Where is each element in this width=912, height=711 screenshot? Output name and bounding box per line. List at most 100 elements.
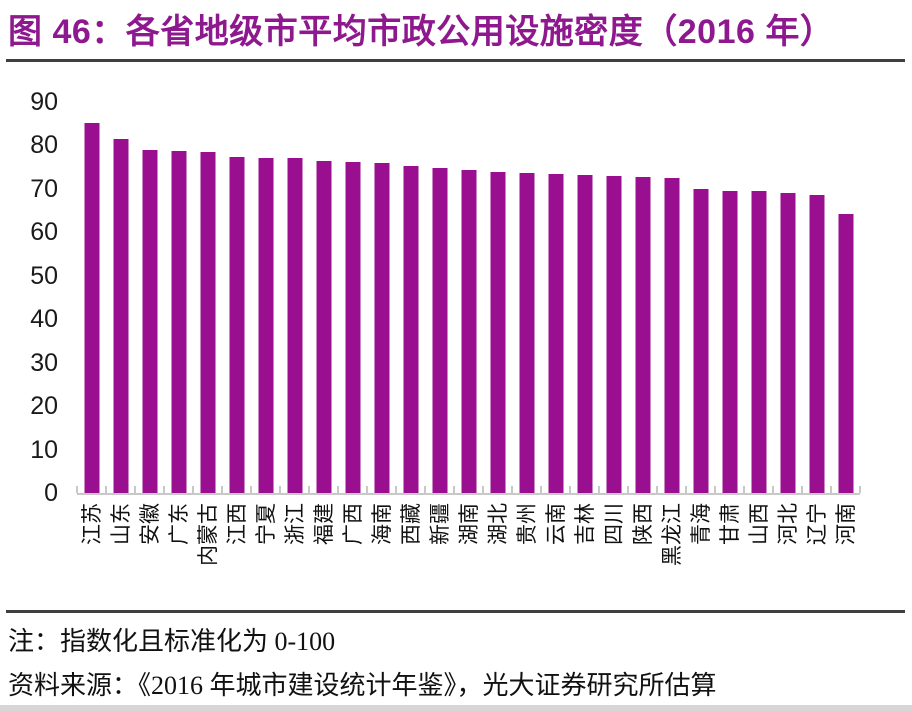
bar [84, 123, 99, 493]
axis-tick [540, 486, 542, 493]
x-label-slot: 内蒙古 [193, 503, 222, 605]
x-category-label: 安徽 [137, 503, 162, 545]
axis-tick [337, 486, 339, 493]
axis-tick [714, 486, 716, 493]
bar-series [77, 102, 860, 493]
x-label-slot: 湖北 [483, 503, 512, 605]
axis-tick [482, 486, 484, 493]
y-tick-label: 20 [30, 392, 58, 421]
x-label-slot: 河南 [831, 503, 860, 605]
plot-area [76, 102, 861, 495]
x-category-label: 内蒙古 [195, 503, 220, 566]
x-axis-ticks [76, 485, 861, 493]
bar-slot [657, 102, 686, 493]
bar-slot [831, 102, 860, 493]
y-tick-label: 50 [30, 261, 58, 290]
axis-tick [511, 486, 513, 493]
axis-tick [859, 486, 861, 493]
axis-tick [656, 486, 658, 493]
axis-tick [453, 486, 455, 493]
chart-note: 注：指数化且标准化为 0-100 [8, 627, 336, 656]
y-tick-label: 80 [30, 131, 58, 160]
x-category-label: 河北 [775, 503, 800, 545]
bar-slot [570, 102, 599, 493]
bar [403, 166, 418, 493]
x-label-slot: 广西 [338, 503, 367, 605]
x-label-slot: 湖南 [454, 503, 483, 605]
notes-divider-line [6, 610, 905, 613]
x-label-slot: 海南 [367, 503, 396, 605]
x-label-slot: 黑龙江 [657, 503, 686, 605]
bar [664, 178, 679, 493]
x-label-slot: 河北 [773, 503, 802, 605]
bar-slot [251, 102, 280, 493]
axis-tick [627, 486, 629, 493]
x-category-label: 吉林 [572, 503, 597, 545]
x-category-label: 湖北 [485, 503, 510, 545]
x-category-label: 湖南 [456, 503, 481, 545]
x-category-label: 海南 [369, 503, 394, 545]
axis-tick [569, 486, 571, 493]
x-category-label: 甘肃 [717, 503, 742, 545]
axis-tick [772, 486, 774, 493]
bar-slot [338, 102, 367, 493]
axis-tick [598, 486, 600, 493]
bar [809, 195, 824, 493]
x-label-slot: 陕西 [628, 503, 657, 605]
x-category-label: 云南 [543, 503, 568, 545]
bar [432, 168, 447, 493]
bar-slot [367, 102, 396, 493]
x-category-label: 贵州 [514, 503, 539, 545]
bar-slot [193, 102, 222, 493]
axis-tick [424, 486, 426, 493]
bar-slot [222, 102, 251, 493]
x-label-slot: 云南 [541, 503, 570, 605]
x-axis-labels: 江苏 山东 安徽 广东 内蒙古 江西 宁夏 浙江 福建 广西 海南 西藏 新疆 湖南 湖北 贵州 云南 吉林 四川陕… [77, 503, 860, 605]
x-category-label: 新疆 [427, 503, 452, 545]
axis-tick [830, 486, 832, 493]
bar [316, 161, 331, 493]
bar-slot [77, 102, 106, 493]
axis-tick [366, 486, 368, 493]
axis-tick [192, 486, 194, 493]
x-label-slot: 四川 [599, 503, 628, 605]
axis-tick [250, 486, 252, 493]
bar-slot [309, 102, 338, 493]
y-tick-label: 70 [30, 174, 58, 203]
bar [142, 150, 157, 493]
bar [751, 191, 766, 493]
bar [229, 157, 244, 493]
axis-tick [163, 486, 165, 493]
x-category-label: 广东 [166, 503, 191, 545]
bar [200, 152, 215, 493]
y-tick-label: 40 [30, 305, 58, 334]
x-label-slot: 山东 [106, 503, 135, 605]
x-category-label: 辽宁 [804, 503, 829, 545]
x-label-slot: 吉林 [570, 503, 599, 605]
y-axis: 0 10 20 30 40 50 60 70 80 90 [0, 0, 64, 620]
bar [606, 176, 621, 493]
bar [345, 162, 360, 493]
bar-slot [135, 102, 164, 493]
bar [113, 139, 128, 493]
bar-slot [744, 102, 773, 493]
bar-slot [454, 102, 483, 493]
x-label-slot: 辽宁 [802, 503, 831, 605]
axis-tick [134, 486, 136, 493]
bar [722, 191, 737, 493]
x-label-slot: 贵州 [512, 503, 541, 605]
axis-tick [743, 486, 745, 493]
x-label-slot: 山西 [744, 503, 773, 605]
x-category-label: 黑龙江 [659, 503, 684, 566]
x-label-slot: 广东 [164, 503, 193, 605]
x-category-label: 四川 [601, 503, 626, 545]
x-label-slot: 福建 [309, 503, 338, 605]
bar-slot [773, 102, 802, 493]
y-tick-label: 60 [30, 218, 58, 247]
x-category-label: 陕西 [630, 503, 655, 545]
bar-slot [512, 102, 541, 493]
x-category-label: 西藏 [398, 503, 423, 545]
bar [780, 193, 795, 493]
y-tick-label: 30 [30, 348, 58, 377]
